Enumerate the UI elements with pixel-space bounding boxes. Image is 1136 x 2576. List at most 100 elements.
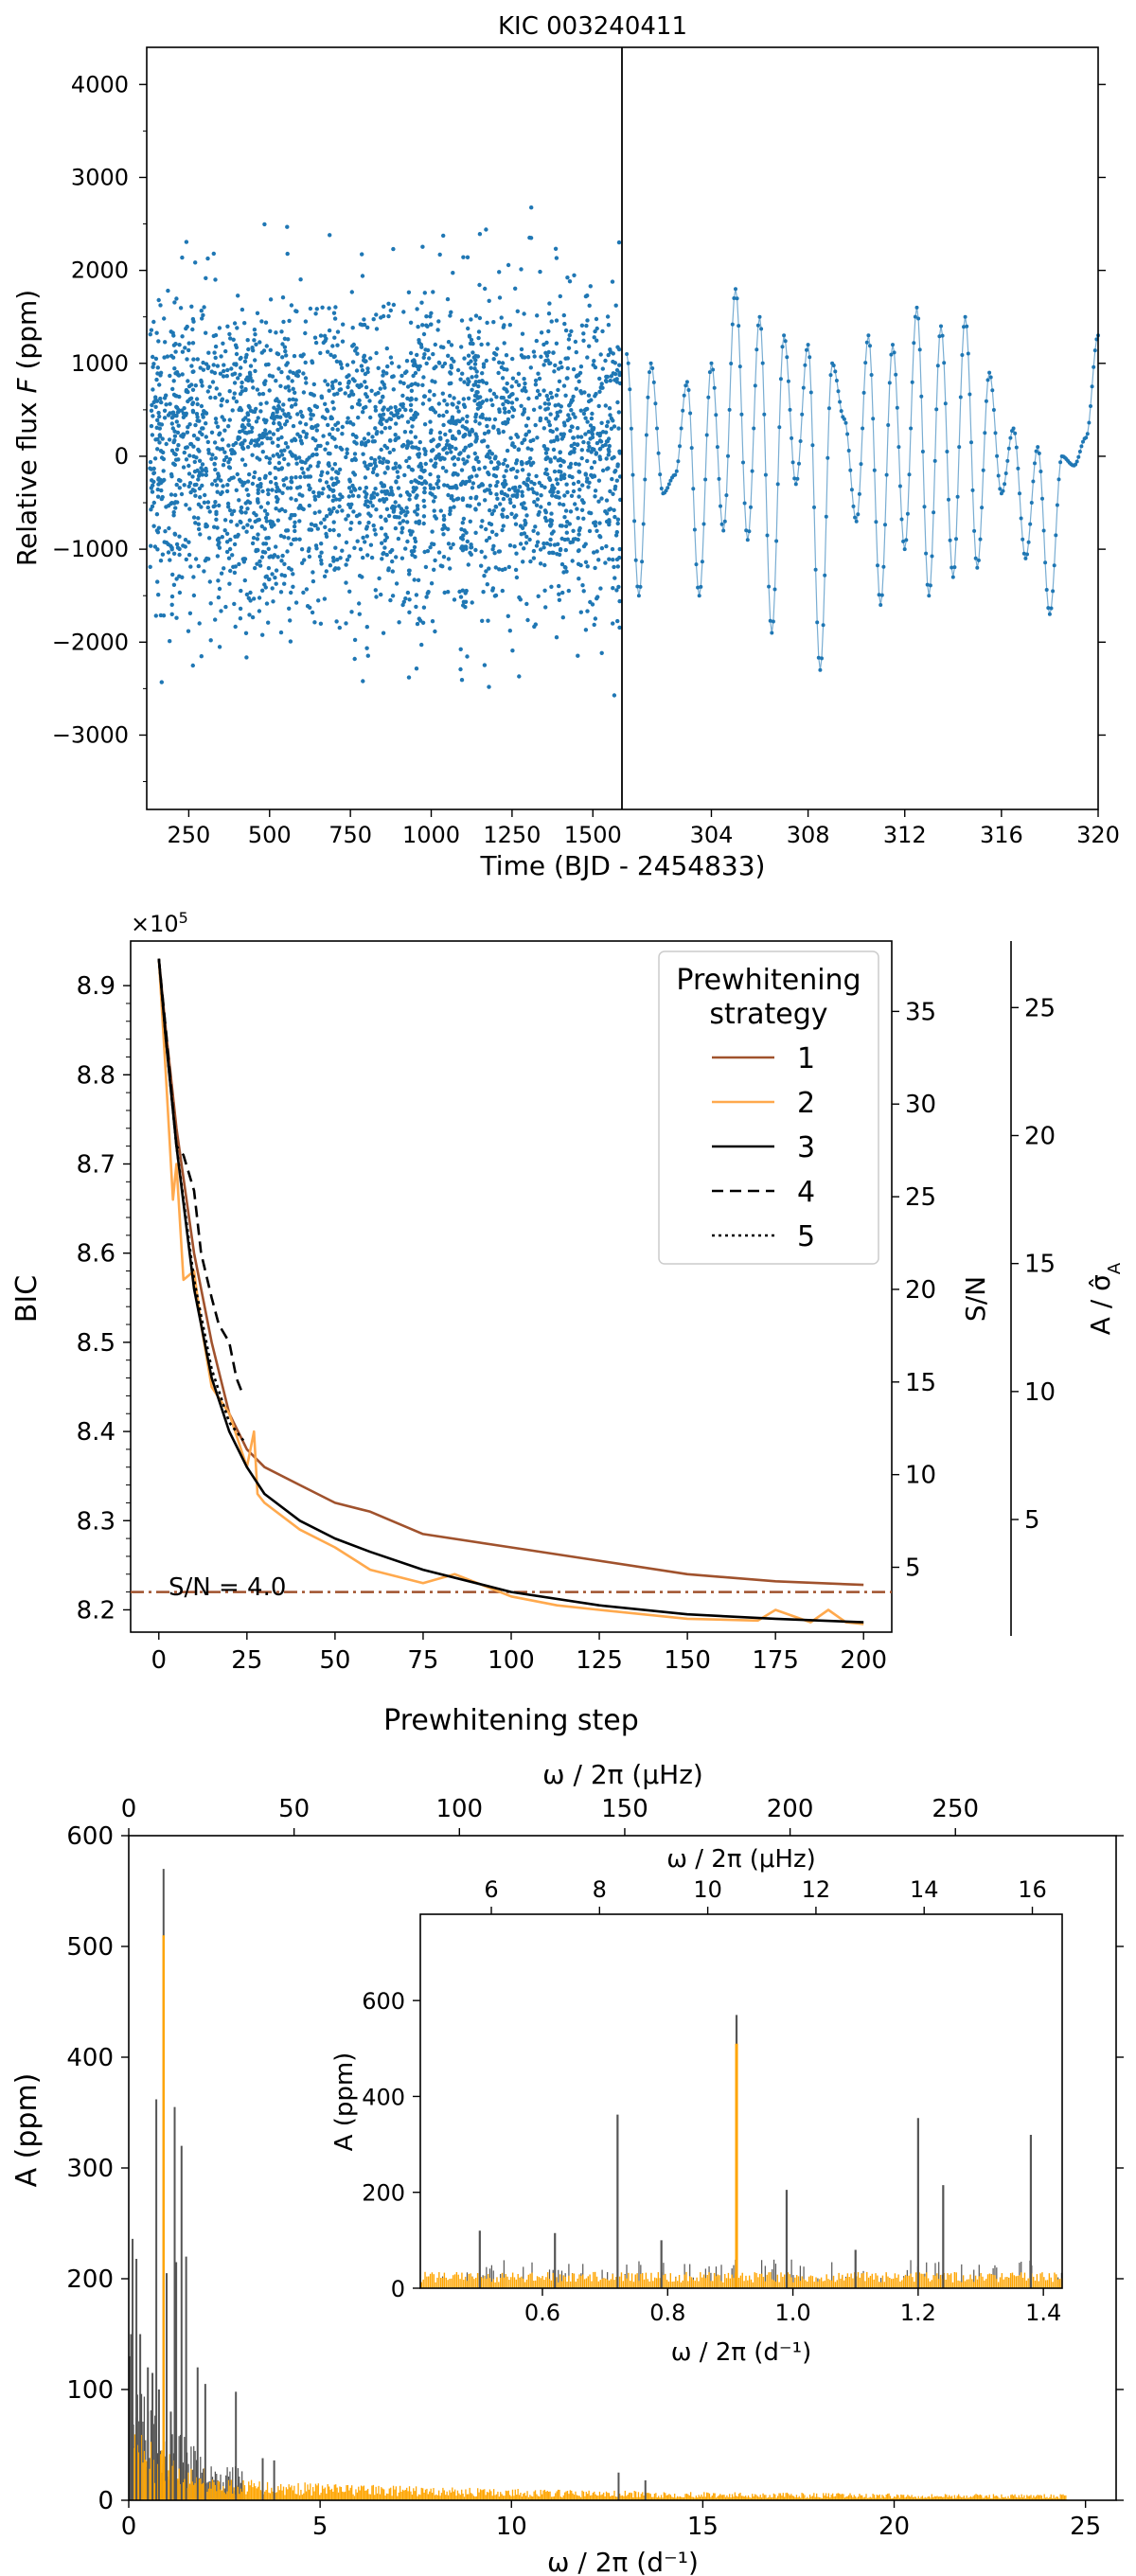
flux-point [510, 376, 516, 381]
flux-point [285, 251, 290, 257]
flux-point [350, 493, 356, 498]
flux-point [189, 304, 194, 309]
flux-point [563, 328, 569, 333]
flux-point [483, 498, 488, 503]
flux-point [205, 365, 210, 371]
flux-point [315, 464, 320, 469]
flux-point [388, 486, 394, 490]
flux-point [465, 654, 470, 659]
flux-point [529, 447, 534, 452]
flux-point [435, 485, 441, 490]
flux-point [774, 539, 779, 543]
flux-point [963, 314, 967, 319]
flux-point [940, 333, 945, 338]
amp-tick-label: 5 [1024, 1506, 1040, 1535]
flux-point [173, 457, 179, 462]
flux-point [845, 432, 850, 436]
flux-point [896, 445, 901, 450]
flux-point [497, 295, 503, 300]
flux-point [362, 358, 366, 363]
flux-point [208, 395, 213, 400]
flux-point [719, 522, 724, 526]
flux-point [154, 330, 159, 335]
flux-point [408, 320, 414, 325]
flux-point [353, 434, 359, 439]
flux-point [465, 459, 470, 464]
flux-point [820, 656, 824, 661]
flux-point [975, 565, 980, 570]
flux-point [228, 568, 233, 574]
flux-point [349, 405, 355, 410]
flux-point [897, 484, 902, 489]
flux-point [378, 400, 382, 404]
flux-point [349, 290, 354, 294]
flux-point [405, 443, 410, 449]
flux-point [321, 434, 326, 438]
flux-point [245, 506, 250, 511]
flux-point [957, 445, 962, 450]
flux-point [191, 453, 196, 459]
flux-point [158, 303, 163, 308]
flux-point [404, 506, 409, 510]
flux-point [161, 469, 166, 473]
flux-point [259, 350, 264, 355]
flux-point [165, 354, 170, 359]
flux-point [293, 498, 298, 503]
flux-point [610, 476, 614, 482]
flux-point [149, 328, 154, 332]
flux-point [734, 287, 737, 292]
flux-point [548, 412, 553, 417]
flux-point [280, 295, 286, 300]
flux-point [604, 423, 610, 429]
flux-point [282, 336, 288, 341]
flux-point [1043, 560, 1048, 565]
flux-point [151, 414, 155, 418]
flux-point [409, 479, 414, 485]
lightcurve-x-axis-label: Time (BJD - 2454833) [480, 850, 766, 881]
flux-point [502, 474, 506, 479]
flux-point [370, 435, 375, 439]
flux-point [162, 408, 168, 413]
flux-point [476, 383, 481, 389]
flux-point [184, 389, 188, 394]
flux-point [246, 417, 251, 423]
flux-point [286, 337, 291, 342]
flux-point [190, 401, 195, 407]
flux-point [155, 371, 160, 376]
flux-point [232, 570, 238, 576]
flux-point [558, 546, 563, 552]
flux-point [221, 341, 225, 346]
flux-point [364, 384, 369, 390]
flux-point [237, 498, 241, 503]
flux-point [587, 303, 592, 308]
flux-point [313, 340, 319, 346]
flux-point [530, 487, 535, 491]
flux-point [275, 407, 279, 413]
flux-point [273, 466, 277, 471]
flux-point [732, 296, 737, 300]
flux-point [268, 471, 273, 476]
flux-point [469, 365, 473, 370]
flux-point [775, 482, 780, 487]
flux-point [683, 383, 688, 388]
flux-point [453, 436, 458, 441]
flux-point [262, 550, 268, 555]
flux-point [374, 350, 379, 356]
flux-point [554, 393, 559, 398]
flux-point [240, 307, 245, 312]
flux-point [1023, 556, 1028, 560]
inset-top-x-tick-label: 12 [802, 1876, 831, 1903]
flux-point [307, 554, 312, 560]
flux-point [267, 430, 273, 435]
flux-point [211, 251, 216, 257]
flux-point [388, 597, 393, 603]
flux-point [314, 428, 319, 433]
flux-point [388, 417, 394, 421]
flux-point [573, 537, 577, 542]
flux-point [355, 539, 360, 543]
flux-point [359, 442, 364, 447]
flux-point [335, 509, 340, 514]
flux-point [575, 442, 580, 448]
flux-point [319, 395, 325, 400]
flux-point [543, 510, 548, 515]
